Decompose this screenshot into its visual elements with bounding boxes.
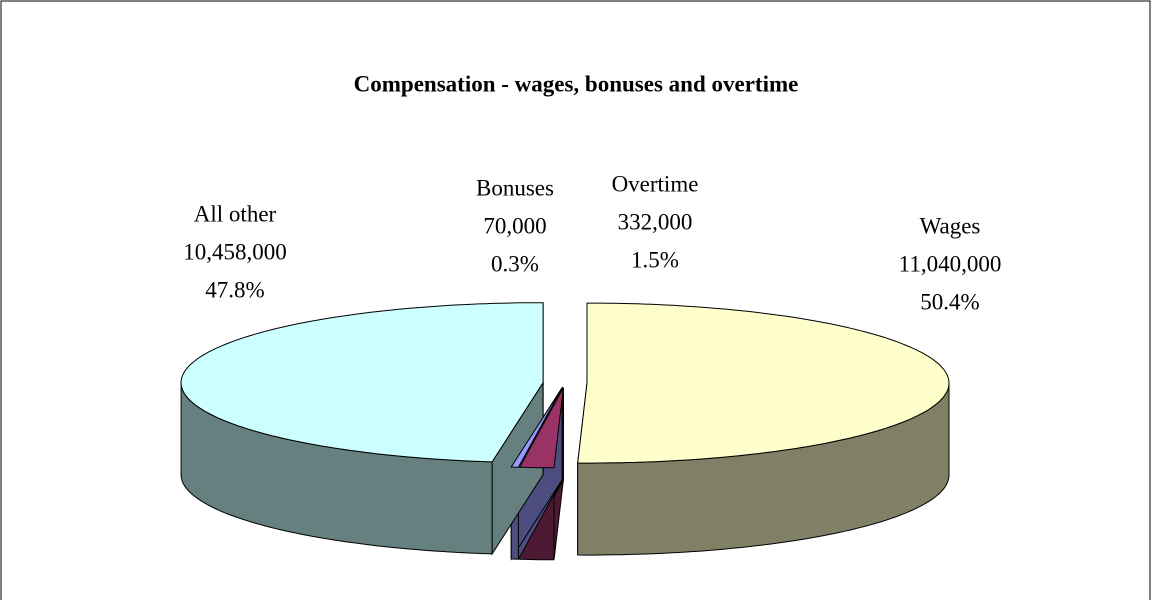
slice-label-category: Bonuses [476, 175, 554, 200]
slice-sides [180, 302, 950, 561]
slice-label-value: 11,040,000 [899, 251, 1002, 276]
slice-label-category: Wages [920, 213, 981, 238]
slice-label-percent: 50.4% [920, 289, 979, 314]
slice-label-value: 10,458,000 [183, 239, 287, 264]
slice-label-percent: 0.3% [491, 251, 539, 276]
slice-top [180, 302, 544, 463]
slice-label-percent: 1.5% [631, 247, 679, 272]
slice-tops [180, 302, 950, 469]
slice-top [510, 387, 563, 468]
chart-title: Compensation - wages, bonuses and overti… [354, 71, 799, 96]
slice-label-value: 70,000 [483, 213, 546, 238]
slice-top [577, 302, 950, 464]
slice-top [518, 387, 564, 469]
slice-label-category: All other [194, 201, 277, 226]
slice-label-category: Overtime [612, 171, 699, 196]
slice-label-percent: 47.8% [205, 277, 264, 302]
slice-label-value: 332,000 [618, 209, 693, 234]
